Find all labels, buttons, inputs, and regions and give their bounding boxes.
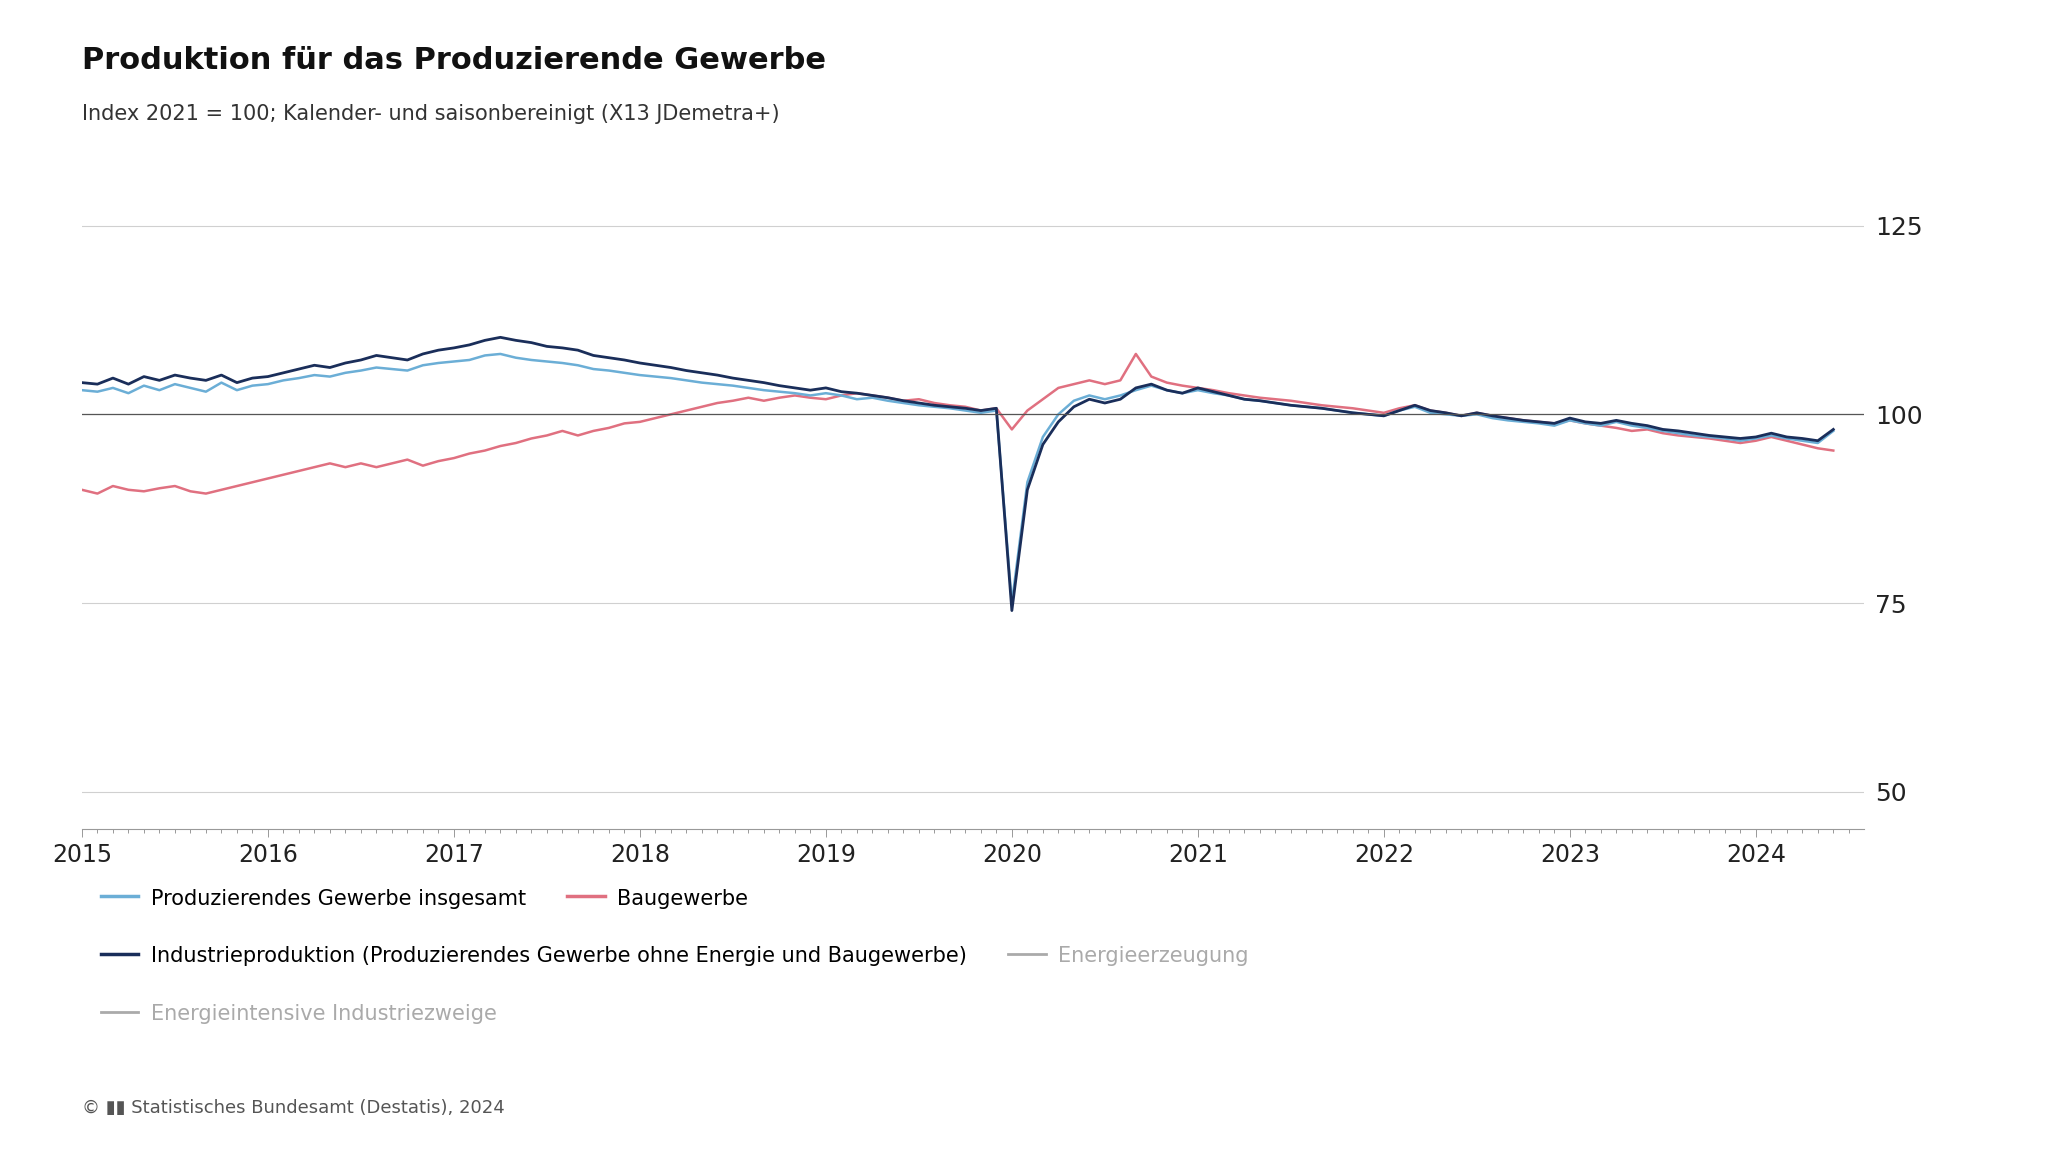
Legend: Produzierendes Gewerbe insgesamt, Baugewerbe: Produzierendes Gewerbe insgesamt, Baugew…	[92, 880, 758, 917]
Text: Produktion für das Produzierende Gewerbe: Produktion für das Produzierende Gewerbe	[82, 46, 825, 75]
Text: © ▮▮ Statistisches Bundesamt (Destatis), 2024: © ▮▮ Statistisches Bundesamt (Destatis),…	[82, 1099, 504, 1117]
Legend: Industrieproduktion (Produzierendes Gewerbe ohne Energie und Baugewerbe), Energi: Industrieproduktion (Produzierendes Gewe…	[92, 938, 1257, 975]
Legend: Energieintensive Industriezweige: Energieintensive Industriezweige	[92, 995, 506, 1032]
Text: Index 2021 = 100; Kalender- und saisonbereinigt (X13 JDemetra+): Index 2021 = 100; Kalender- und saisonbe…	[82, 104, 780, 123]
